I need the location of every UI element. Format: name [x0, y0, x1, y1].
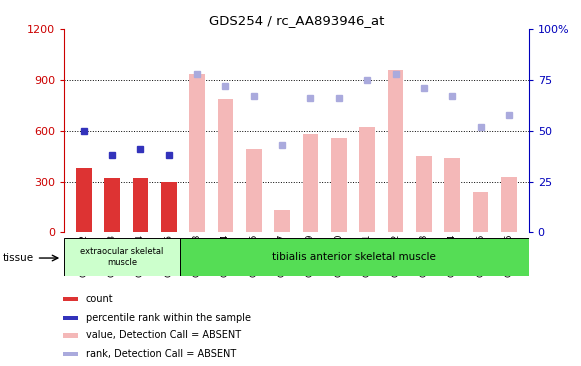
Bar — [63, 297, 78, 302]
Bar — [76, 168, 92, 232]
Bar — [331, 138, 347, 232]
Bar — [64, 238, 180, 276]
Bar — [444, 158, 460, 232]
Bar — [501, 176, 517, 232]
Bar — [63, 352, 78, 356]
Bar — [473, 192, 488, 232]
Bar — [105, 178, 120, 232]
Bar — [388, 70, 403, 232]
Text: count: count — [85, 294, 113, 304]
Bar — [63, 333, 78, 337]
Text: extraocular skeletal
muscle: extraocular skeletal muscle — [80, 247, 164, 267]
Text: value, Detection Call = ABSENT: value, Detection Call = ABSENT — [85, 330, 241, 340]
Bar — [416, 156, 432, 232]
Title: GDS254 / rc_AA893946_at: GDS254 / rc_AA893946_at — [209, 14, 384, 27]
Text: tibialis anterior skeletal muscle: tibialis anterior skeletal muscle — [272, 252, 436, 262]
Bar — [274, 210, 290, 232]
Text: percentile rank within the sample: percentile rank within the sample — [85, 313, 250, 323]
Bar — [180, 238, 529, 276]
Bar — [189, 74, 205, 232]
Bar — [246, 149, 261, 232]
Bar — [218, 99, 233, 232]
Text: rank, Detection Call = ABSENT: rank, Detection Call = ABSENT — [85, 349, 236, 359]
Bar — [132, 178, 148, 232]
Bar — [303, 134, 318, 232]
Bar — [63, 315, 78, 320]
Bar — [161, 183, 177, 232]
Bar — [360, 127, 375, 232]
Text: tissue: tissue — [3, 253, 34, 263]
